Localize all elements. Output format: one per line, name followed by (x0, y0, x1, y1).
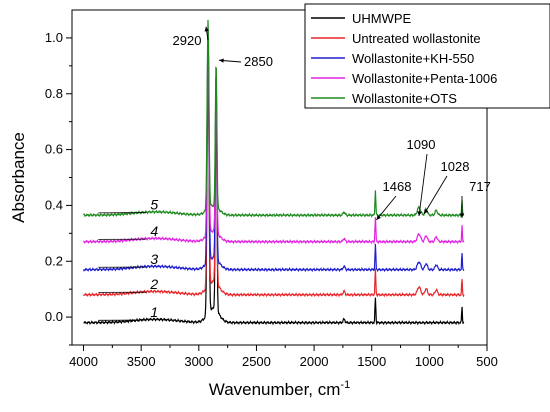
series-line-1 (83, 39, 465, 326)
y-tick-label: 0.6 (45, 142, 63, 157)
peak-arrow-head (376, 215, 381, 220)
curve-number-leaders: 1 2 3 4 5 (98, 197, 158, 321)
peak-label: 1468 (383, 179, 412, 194)
peak-arrow-line (423, 175, 448, 215)
legend-label: Untreated wollastonite (352, 31, 481, 46)
x-tick-label: 3000 (184, 354, 213, 369)
peak-arrow-head (417, 211, 422, 216)
spectra-curves (82, 19, 465, 326)
y-tick-label: 0.8 (45, 86, 63, 101)
x-axis-title: Wavenumber, cm-1 (209, 379, 350, 399)
series-line-2 (83, 41, 465, 298)
y-tick-label: 1.0 (45, 30, 63, 45)
x-tick-label: 1500 (357, 354, 386, 369)
x-tick-label: 2500 (242, 354, 271, 369)
peak-label: 1090 (407, 137, 436, 152)
curve-number-label: 4 (150, 223, 158, 239)
y-axis: 0.0 0.2 0.4 0.6 0.8 1.0 (45, 30, 72, 346)
peak-arrow-line (418, 153, 428, 217)
peak-label: 1028 (441, 159, 470, 174)
x-tick-label: 4000 (69, 354, 98, 369)
peak-label: 2920 (173, 33, 202, 48)
curve-number-label: 1 (150, 304, 158, 320)
legend-label: UHMWPE (352, 11, 412, 26)
x-axis-title-superscript: -1 (340, 379, 350, 391)
curve-number-label: 2 (149, 276, 158, 292)
peak-label: 717 (469, 179, 491, 194)
peak-annotations: 2920 2850 1468 1090 1028 717 (173, 26, 491, 221)
x-tick-label: 500 (476, 354, 498, 369)
peak-arrow-head (459, 213, 465, 218)
peak-arrow-head (424, 209, 429, 214)
series-line-5 (82, 19, 465, 218)
y-axis-title: Absorbance (9, 132, 28, 223)
x-tick-label: 2000 (300, 354, 329, 369)
y-tick-label: 0.4 (45, 197, 63, 212)
x-tick-label: 1000 (415, 354, 444, 369)
x-tick-label: 3500 (127, 354, 156, 369)
y-tick-label: 0.2 (45, 253, 63, 268)
legend-box (304, 3, 550, 109)
y-tick-label: 0.0 (45, 309, 63, 324)
legend-label: Wollastonite+Penta-1006 (352, 71, 497, 86)
peak-arrow-line (376, 195, 397, 221)
peak-arrow-head (204, 26, 209, 32)
legend: UHMWPE Untreated wollastonite Wollastonite… (304, 3, 550, 109)
x-axis: 4000 3500 3000 2500 2000 1500 1000 500 (69, 345, 498, 369)
legend-label: Wollastonite+OTS (352, 91, 457, 106)
peak-label: 2850 (244, 54, 273, 69)
curve-number-label: 5 (150, 197, 158, 213)
curve-number-label: 3 (150, 251, 158, 267)
peak-arrow-head (219, 58, 224, 63)
series-line-3 (82, 30, 465, 273)
series-line-4 (82, 29, 465, 245)
legend-label: Wollastonite+KH-550 (352, 51, 474, 66)
